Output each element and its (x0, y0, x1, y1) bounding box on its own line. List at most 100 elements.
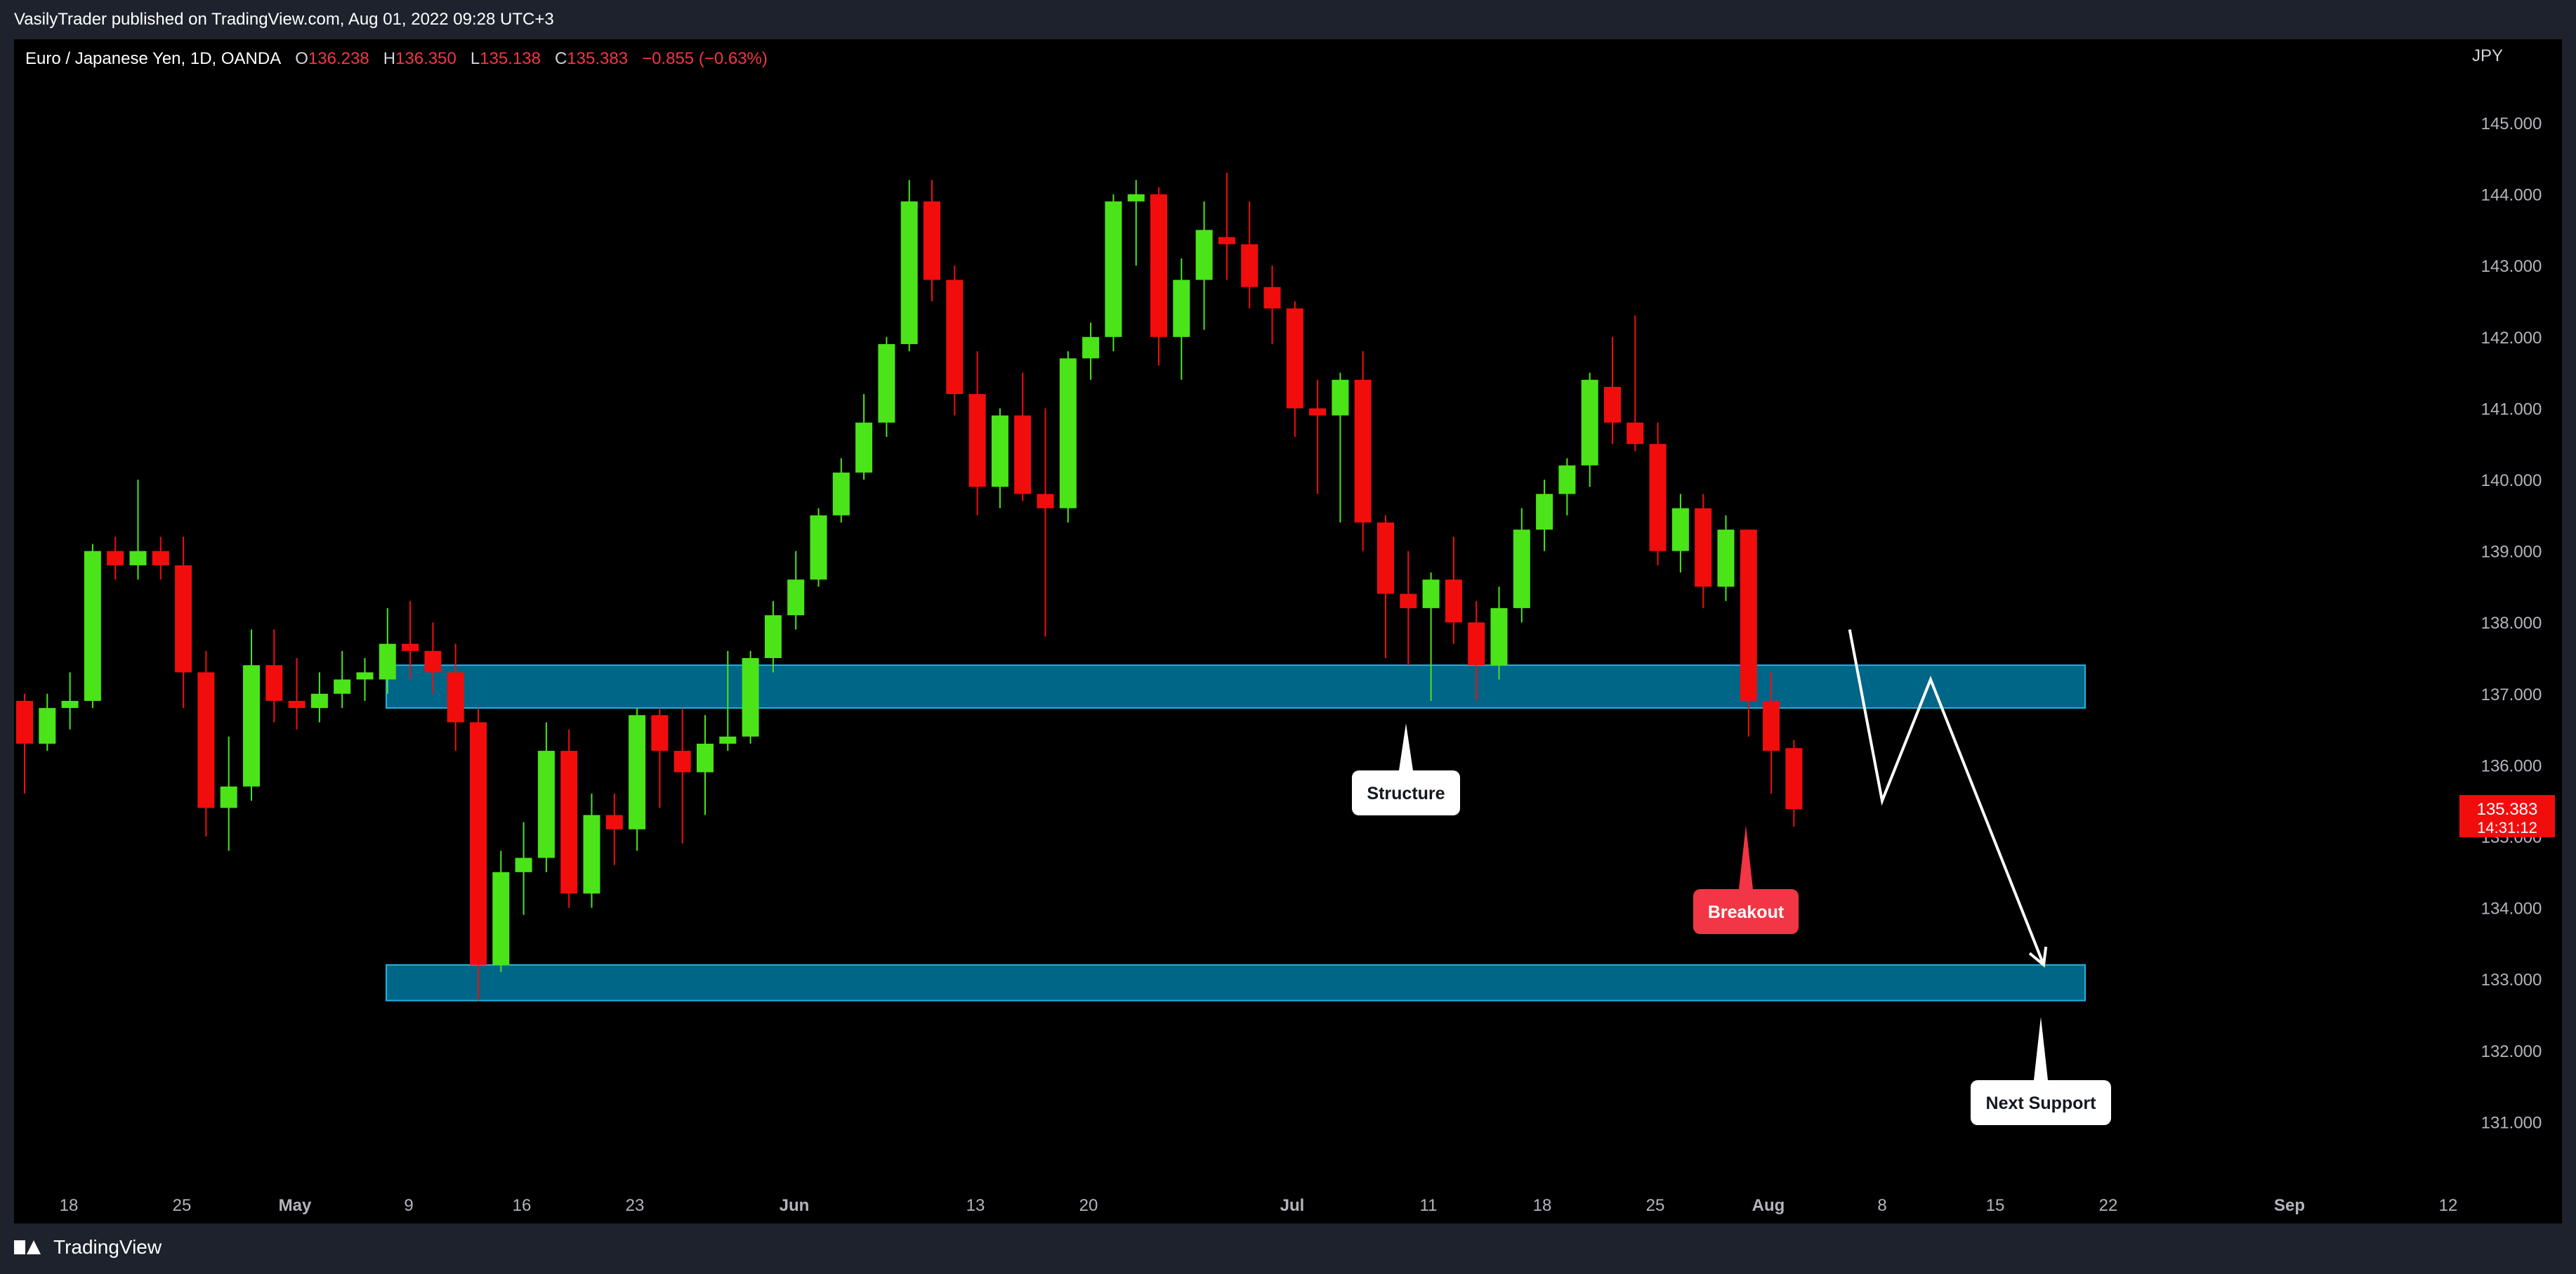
x-tick-label: 22 (2099, 1196, 2118, 1215)
candle-body (175, 565, 192, 673)
candle-body (288, 700, 305, 709)
projection-layer (1848, 629, 2048, 968)
publisher-bar: VasilyTrader published on TradingView.co… (0, 0, 2576, 39)
candle (832, 458, 850, 523)
candle-body (470, 722, 487, 965)
candle-body (1105, 201, 1122, 337)
y-tick-label: 134.000 (2481, 900, 2542, 919)
y-tick-label: 143.000 (2481, 257, 2542, 276)
candle-body (651, 715, 669, 751)
candle (583, 794, 600, 908)
candle-body (1422, 579, 1440, 608)
candle-body (719, 736, 737, 744)
x-tick-label: 18 (1533, 1196, 1552, 1215)
y-tick-label: 140.000 (2481, 471, 2542, 490)
candle-body (1218, 237, 1235, 244)
candle-body (1354, 379, 1372, 523)
candle (1536, 480, 1553, 551)
candle-body (197, 672, 215, 808)
candle-body (764, 615, 782, 658)
candle (265, 629, 283, 723)
time-axis: 18 25 May 9 16 23 Jun 13 20 Jul 11 18 25 Aug 8 15 22 Sep 1… (60, 1196, 2458, 1215)
y-tick-label: 142.000 (2481, 329, 2542, 348)
projection-path (1848, 629, 2045, 966)
callout-breakout-pointer (1739, 825, 1753, 889)
candle (878, 336, 895, 438)
candle-body (129, 551, 147, 565)
callout-next-support-box (1971, 1080, 2111, 1125)
candle-body (1763, 700, 1780, 751)
candle-body (1150, 194, 1167, 337)
candle (537, 722, 555, 872)
candle (946, 265, 964, 416)
candle-body (537, 751, 555, 858)
candle (1695, 494, 1712, 608)
candle (560, 729, 578, 908)
candle-body (1037, 494, 1054, 508)
candle-body (1649, 444, 1667, 551)
candle (1558, 458, 1576, 515)
x-tick-label: 8 (1877, 1196, 1886, 1215)
candle (310, 672, 328, 723)
candle (129, 480, 147, 580)
candle (1105, 194, 1122, 352)
x-tick-label: 9 (404, 1196, 413, 1215)
candle (16, 693, 33, 794)
callout-layer: Structure Breakout Next Support (1352, 723, 2111, 1125)
x-tick-label: Jun (780, 1196, 810, 1215)
candle (968, 351, 986, 515)
candle (697, 715, 714, 815)
candle-body (1014, 415, 1032, 494)
candle (1150, 187, 1167, 366)
callout-breakout-box (1693, 889, 1799, 934)
candle-body (1581, 379, 1598, 466)
candle-body (1332, 379, 1349, 416)
candle (1241, 201, 1259, 309)
candle (492, 851, 510, 973)
candle (629, 708, 646, 851)
candle-body (1173, 280, 1190, 337)
candle-body (61, 700, 79, 709)
candle (1195, 201, 1213, 330)
callout-structure: Structure (1352, 723, 1460, 815)
candle (107, 537, 124, 580)
candle-body (1740, 530, 1757, 701)
candle-body (424, 650, 442, 673)
candle-body (152, 551, 169, 565)
candle-body (107, 551, 124, 565)
candle-body (1785, 748, 1803, 810)
currency-label: JPY (2472, 46, 2504, 65)
x-tick-label: 25 (1646, 1196, 1665, 1215)
candle-body (629, 715, 646, 829)
candle (855, 394, 873, 480)
y-tick-label: 141.000 (2481, 400, 2542, 419)
candle-body (1558, 465, 1576, 494)
candle (1604, 336, 1621, 445)
publisher-text: VasilyTrader published on TradingView.co… (14, 10, 554, 29)
tradingview-brand[interactable]: TradingView (14, 1236, 162, 1259)
candle (1740, 530, 1757, 737)
candle (1286, 301, 1303, 438)
candle (84, 544, 101, 709)
chart-frame[interactable] (14, 39, 2562, 1223)
y-tick-label: 138.000 (2481, 614, 2542, 633)
candle-body (742, 658, 759, 737)
candle-body (1059, 358, 1077, 508)
candle (1445, 537, 1462, 644)
candle-body (1536, 494, 1553, 530)
x-tick-label: 15 (1986, 1196, 2005, 1215)
candle-layer (16, 173, 1803, 1001)
candle-body (1082, 336, 1100, 359)
candle-body (810, 515, 827, 580)
candle-body (946, 280, 964, 395)
x-tick-label: 12 (2439, 1196, 2458, 1215)
candle (356, 658, 374, 701)
candle-body (878, 343, 895, 423)
x-tick-label: May (279, 1196, 312, 1215)
candle-body (968, 394, 986, 487)
candle (810, 508, 827, 587)
candle (197, 650, 215, 836)
price-badge-bg (2459, 795, 2555, 838)
candle-body (356, 672, 374, 680)
